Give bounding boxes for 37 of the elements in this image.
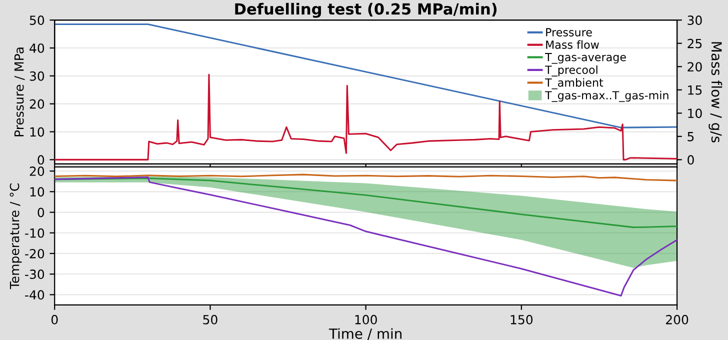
y-tick-label: -30 xyxy=(25,270,44,279)
y-tick-label: 20 xyxy=(30,99,44,109)
y-tick-label: 10 xyxy=(30,187,44,197)
y2-tick-label: 15 xyxy=(688,86,702,95)
y2-tick-label: 0 xyxy=(688,155,694,165)
x-tick-label: 50 xyxy=(203,314,218,324)
y2-tick-label: 5 xyxy=(688,132,694,142)
y-tick-label: -10 xyxy=(25,228,44,238)
y-tick-label: 10 xyxy=(30,127,44,137)
x-axis-title: Time / min xyxy=(328,328,402,340)
y-tick-label: -40 xyxy=(25,290,44,300)
legend-label: Pressure xyxy=(546,28,592,36)
y2-tick-label: 25 xyxy=(688,38,702,48)
chart-title: Defuelling test (0.25 MPa/min) xyxy=(235,2,497,18)
y-tick-label: 30 xyxy=(30,71,44,81)
legend-label: T_precool xyxy=(545,65,598,76)
legend-label: T_ambient xyxy=(545,78,604,90)
x-tick-label: 0 xyxy=(51,314,58,324)
y-axis-title: Temperature / °C xyxy=(10,183,22,290)
y-tick-label: 0 xyxy=(38,208,44,218)
y-axis-title: Pressure / MPa xyxy=(14,48,25,136)
legend-label: T_gas-average xyxy=(545,53,626,64)
annotation: T_gas-max..T_gas-min xyxy=(545,90,668,102)
line-series xyxy=(54,176,678,296)
legend-label: Mass flow xyxy=(546,40,599,49)
y2-tick-label: 20 xyxy=(688,62,702,72)
y-tick-label: 50 xyxy=(30,16,44,25)
x-tick-label: 200 xyxy=(666,314,688,324)
y-tick-label: 20 xyxy=(30,166,44,176)
x-tick-label: 100 xyxy=(355,314,377,324)
y-tick-label: -20 xyxy=(25,248,44,258)
y-tick-label: 0 xyxy=(38,155,44,165)
y2-axis-title: Mass flow / g/s xyxy=(708,42,722,142)
y2-tick-label: 30 xyxy=(688,16,702,25)
x-tick-label: 150 xyxy=(510,314,533,324)
y2-tick-label: 10 xyxy=(688,108,702,118)
y-tick-label: 40 xyxy=(30,43,44,53)
